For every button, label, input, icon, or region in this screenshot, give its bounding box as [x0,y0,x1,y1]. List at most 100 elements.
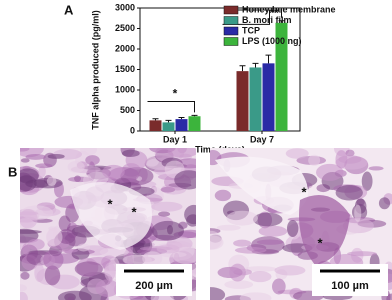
tissue [74,261,103,277]
tissue [234,246,267,254]
tissue [122,149,140,158]
tissue [44,265,61,286]
legend-label: TCP [242,25,260,35]
tissue [272,278,286,295]
tissue [151,220,185,241]
tissue [335,185,363,201]
y-tick-label: 0 [130,125,135,135]
tissue [38,165,46,178]
bar [188,116,201,131]
y-tick-label: 1000 [115,84,135,94]
legend-swatch [223,16,239,25]
bar [162,122,175,131]
tissue [82,174,92,186]
tissue [102,164,125,179]
scale-box [116,264,192,296]
tissue [216,224,241,231]
scale-label: 100 µm [331,280,369,292]
tissue [43,249,64,270]
tissue [85,155,100,166]
x-tick-label: Day 7 [250,134,274,144]
tissue [378,197,391,210]
error-bar [178,116,185,120]
tissue [210,287,226,300]
tissue [58,248,78,253]
tissue [368,166,384,171]
tissue [286,220,299,237]
tissue [226,210,258,226]
y-tick-label: 500 [120,105,135,115]
tissue [158,211,171,217]
tissue [46,176,57,187]
tissue [20,175,37,192]
tissue [20,229,42,234]
tissue [215,156,308,215]
significance-label: * [173,86,178,100]
error-bar [191,114,198,117]
tissue [77,243,91,252]
x-tick-label: Day 1 [163,134,187,144]
tissue [361,171,373,191]
marker: * [131,204,137,219]
tissue [167,148,196,158]
tissue [70,182,152,250]
bar [175,119,188,131]
tissue [64,293,76,300]
tissue [22,243,30,255]
tissue [316,163,344,181]
marker: * [301,184,307,199]
tissue [104,262,116,281]
legend-label: Honey bee membrane [242,4,336,14]
legend-swatch [223,37,239,46]
panel-label: B [8,164,17,179]
tissue [45,227,63,247]
significance-bracket [234,9,282,18]
error-bar [278,20,285,23]
legend-swatch [223,5,239,15]
tissue [20,211,39,216]
tissue [308,154,321,166]
histology-image [20,148,196,300]
error-bar [265,54,272,64]
bar [249,67,262,131]
tissue [20,291,28,300]
bar [149,120,162,131]
legend-swatch [223,26,239,36]
tissue [57,229,76,244]
tissue [233,239,252,247]
tissue [285,148,309,159]
tissue [345,149,355,157]
tissue [256,239,284,245]
error-bar [152,118,159,121]
legend-label: LPS (1000 ng) [242,36,302,46]
tissue [156,244,180,254]
bar [275,22,288,131]
significance-label: ** [269,6,279,20]
tissue [214,189,232,202]
tissue [27,238,45,251]
y-axis-label: TNF alpha produced (pg/ml) [90,10,100,130]
tissue [274,265,306,276]
tissue [20,158,30,163]
tissue [229,263,246,282]
tissue [35,163,53,169]
tissue [67,160,85,173]
tissue [144,156,159,167]
legend-label: B. mori film [242,15,292,25]
tissue [151,201,183,212]
y-tick-label: 2500 [115,23,135,33]
marker: * [317,235,323,250]
error-bar [252,62,259,68]
tissue [224,280,254,289]
tissue [299,195,350,265]
tissue [34,263,45,283]
tissue [347,251,378,257]
tissue [335,150,348,169]
tissue [58,215,71,232]
tissue [248,271,272,283]
tissue [47,153,65,159]
tissue [99,247,129,257]
tissue [20,284,28,292]
tissue [79,148,98,156]
